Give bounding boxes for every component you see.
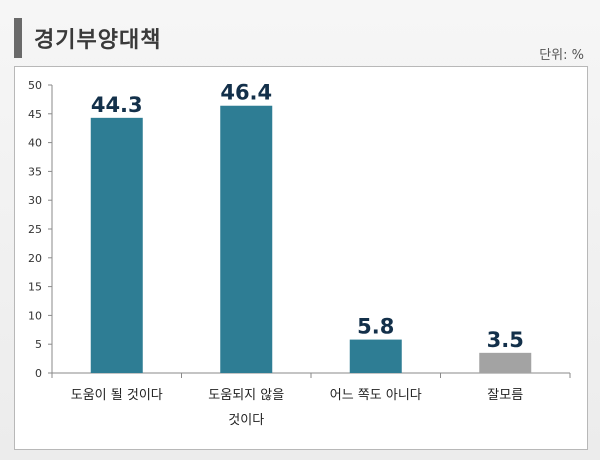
- bar: [90, 117, 143, 373]
- data-label: 5.8: [357, 315, 394, 339]
- data-label: 44.3: [91, 93, 143, 117]
- y-tick-label: 0: [35, 367, 42, 380]
- x-tick-label: 도움이 될 것이다: [71, 388, 163, 403]
- y-tick-label: 25: [28, 223, 42, 236]
- data-label: 3.5: [487, 328, 524, 352]
- y-tick-label: 20: [28, 252, 42, 265]
- y-tick-label: 15: [28, 281, 42, 294]
- bar: [349, 339, 402, 373]
- y-tick-label: 35: [28, 165, 42, 178]
- y-tick-label: 50: [28, 79, 42, 92]
- bar: [220, 105, 273, 374]
- y-tick-label: 40: [28, 137, 42, 150]
- x-tick-label: 것이다: [228, 413, 264, 428]
- bar: [479, 352, 532, 373]
- y-tick-label: 10: [28, 309, 42, 322]
- data-label: 46.4: [220, 81, 272, 105]
- y-tick-label: 5: [35, 338, 42, 351]
- x-tick-label: 도움되지 않을: [208, 388, 284, 403]
- y-tick-label: 30: [28, 194, 42, 207]
- y-tick-label: 45: [28, 108, 42, 121]
- unit-label: 단위: %: [539, 48, 584, 63]
- x-tick-label: 잘모름: [487, 388, 523, 403]
- title-accent-bar: [14, 18, 22, 58]
- page-title: 경기부양대책: [34, 28, 162, 53]
- x-tick-label: 어느 쪽도 아니다: [330, 388, 422, 403]
